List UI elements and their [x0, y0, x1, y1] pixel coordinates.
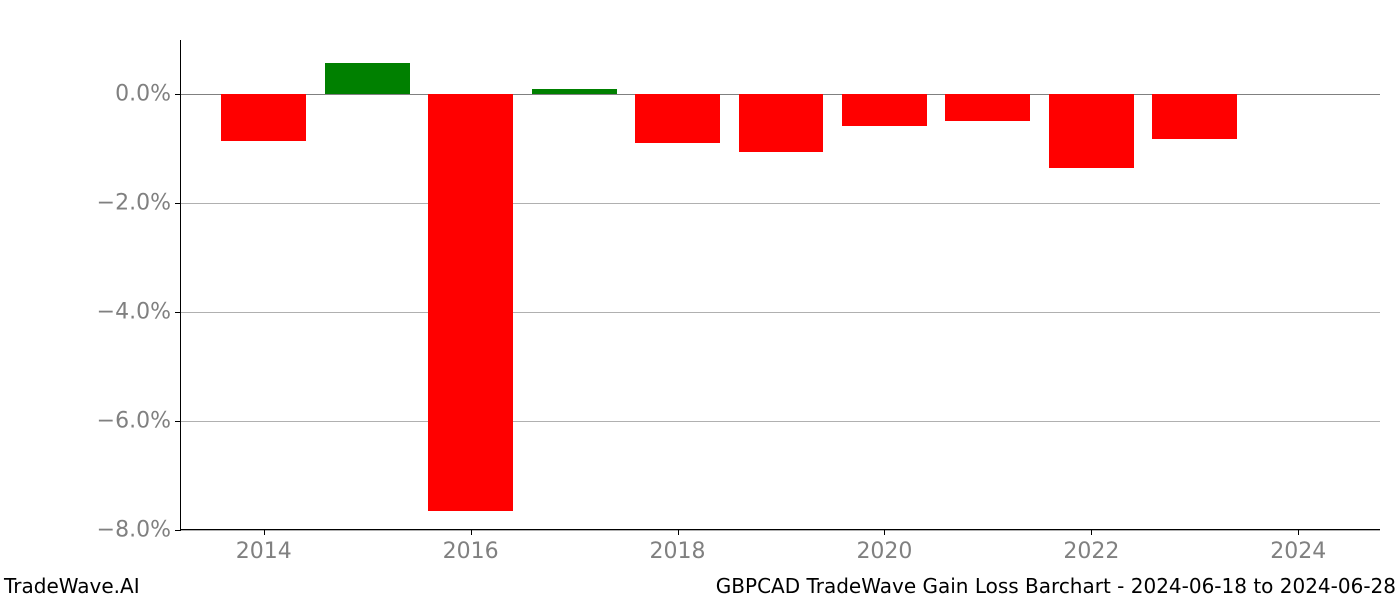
bar-2017 — [532, 89, 617, 94]
chart-container: 0.0% −2.0% −4.0% −6.0% −8.0% 2014 2016 2018 2020… — [0, 0, 1400, 600]
plot-area: 0.0%−2.0%−4.0%−6.0%−8.0%2014201620182020… — [180, 40, 1380, 530]
footer-right-text: GBPCAD TradeWave Gain Loss Barchart - 20… — [712, 572, 1400, 600]
bar-2022 — [1049, 94, 1134, 168]
y-gridline — [181, 312, 1380, 313]
x-tick-label: 2020 — [856, 529, 912, 564]
x-tick-label: 2016 — [443, 529, 499, 564]
y-tick-label: 0.0% — [115, 82, 181, 107]
y-tick-label: −8.0% — [97, 518, 181, 543]
bar-2021 — [945, 94, 1030, 120]
x-tick-label: 2022 — [1063, 529, 1119, 564]
footer-left-text: TradeWave.AI — [0, 572, 144, 600]
bar-2016 — [428, 94, 513, 511]
y-tick-label: −4.0% — [97, 300, 181, 325]
y-gridline — [181, 421, 1380, 422]
y-gridline — [181, 203, 1380, 204]
bar-2023 — [1152, 94, 1237, 139]
bar-2019 — [739, 94, 824, 151]
x-tick-label: 2014 — [236, 529, 292, 564]
bar-2015 — [325, 63, 410, 95]
x-tick-label: 2024 — [1270, 529, 1326, 564]
x-tick-label: 2018 — [650, 529, 706, 564]
y-gridline — [181, 530, 1380, 531]
bar-2020 — [842, 94, 927, 126]
bar-2018 — [635, 94, 720, 143]
y-tick-label: −6.0% — [97, 409, 181, 434]
bar-2014 — [221, 94, 306, 140]
y-tick-label: −2.0% — [97, 191, 181, 216]
